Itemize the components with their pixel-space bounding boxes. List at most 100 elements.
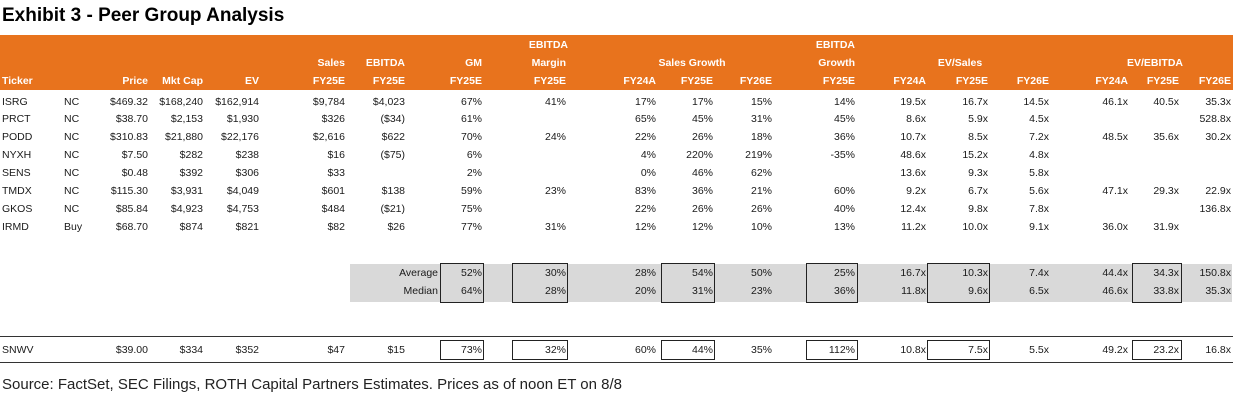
cell-margin: 32%: [544, 344, 566, 356]
header-sg-fy24a: FY24A: [623, 75, 656, 87]
cell-evs24: 9.2x: [906, 185, 926, 197]
cell-summary-label: Median: [403, 285, 438, 297]
cell-eve26: 22.9x: [1205, 185, 1231, 197]
cell-sg24: 22%: [634, 131, 656, 143]
cell-eve26: 30.2x: [1205, 131, 1231, 143]
cell-evs26: 14.5x: [1023, 96, 1049, 108]
cell-ebitda: $26: [387, 221, 405, 233]
cell-evs24: 11.8x: [901, 285, 926, 297]
cell-ticker: TMDX: [2, 185, 32, 197]
cell-evs24: 10.7x: [900, 131, 926, 143]
target-sg25-box: [661, 340, 715, 360]
cell-price: $68.70: [115, 221, 148, 233]
cell-price: $39.00: [115, 344, 148, 356]
cell-ev: $821: [235, 221, 259, 233]
summary-eve25-box: [1132, 263, 1182, 303]
cell-rating: NC: [64, 149, 80, 161]
cell-evs24: 12.4x: [900, 203, 926, 215]
cell-evs24: 19.5x: [900, 96, 926, 108]
cell-eg: 112%: [828, 344, 855, 356]
cell-evs25: 10.3x: [962, 267, 988, 279]
cell-mktcap: $392: [179, 167, 203, 179]
cell-sg25: 45%: [691, 113, 713, 125]
cell-sg25: 31%: [691, 285, 713, 297]
cell-ev: $238: [235, 149, 259, 161]
cell-evs26: 5.6x: [1029, 185, 1049, 197]
header-ebitda-bot: FY25E: [372, 75, 405, 87]
cell-sg24: 65%: [634, 113, 656, 125]
header-gm-top: GM: [465, 57, 482, 69]
cell-eg: 45%: [833, 113, 855, 125]
cell-eve24: 48.5x: [1102, 131, 1128, 143]
cell-evs26: 7.4x: [1029, 267, 1049, 279]
cell-rating: NC: [64, 185, 80, 197]
summary-evs25-box: [927, 263, 990, 303]
cell-mktcap: $168,240: [159, 96, 203, 108]
cell-sg24: 28%: [634, 267, 656, 279]
cell-price: $0.48: [121, 167, 148, 179]
header-evs-fy24a: FY24A: [893, 75, 926, 87]
cell-eve25: 40.5x: [1153, 96, 1179, 108]
cell-sg26: 219%: [745, 149, 772, 161]
cell-sg24: 0%: [640, 167, 656, 179]
target-bottom-line: [0, 362, 1233, 363]
cell-ticker: GKOS: [2, 203, 33, 215]
cell-sg24: 20%: [634, 285, 656, 297]
cell-price: $115.30: [110, 185, 148, 197]
cell-margin: 41%: [544, 96, 566, 108]
cell-sg25: 36%: [691, 185, 713, 197]
header-margin-top: EBITDA: [528, 39, 568, 51]
cell-gm: 2%: [466, 167, 482, 179]
cell-gm: 70%: [460, 131, 482, 143]
cell-evs26: 7.8x: [1029, 203, 1049, 215]
cell-sales: $82: [327, 221, 345, 233]
target-top-line: [0, 336, 1233, 337]
cell-gm: 52%: [460, 267, 482, 279]
cell-sg26: 21%: [750, 185, 772, 197]
cell-ebitda: ($34): [380, 113, 405, 125]
cell-sg25: 220%: [686, 149, 713, 161]
cell-rating: NC: [64, 113, 80, 125]
cell-eg: -35%: [830, 149, 855, 161]
cell-eg: 25%: [833, 267, 855, 279]
cell-sales: $9,784: [312, 96, 345, 108]
cell-evs25: 9.6x: [968, 285, 988, 297]
cell-evs24: 11.2x: [901, 221, 926, 233]
header-eve-fy24a: FY24A: [1095, 75, 1128, 87]
header-ticker: Ticker: [2, 75, 33, 87]
cell-eve24: 49.2x: [1102, 344, 1128, 356]
header-mktcap: Mkt Cap: [162, 75, 203, 87]
cell-sg24: 4%: [640, 149, 656, 161]
cell-eve24: 46.6x: [1102, 285, 1128, 297]
cell-sg25: 12%: [691, 221, 713, 233]
header-margin-bot: FY25E: [533, 75, 566, 87]
cell-sg24: 60%: [634, 344, 656, 356]
cell-evs25: 16.7x: [962, 96, 988, 108]
cell-evs26: 6.5x: [1029, 285, 1049, 297]
cell-sales: $484: [321, 203, 345, 215]
cell-ticker: IRMD: [2, 221, 29, 233]
cell-ev: $4,049: [226, 185, 259, 197]
cell-sales: $601: [321, 185, 345, 197]
cell-evs25: 15.2x: [962, 149, 988, 161]
cell-sg26: 35%: [750, 344, 772, 356]
cell-sg26: 62%: [750, 167, 772, 179]
cell-evs26: 4.8x: [1029, 149, 1049, 161]
cell-eve25: 34.3x: [1153, 267, 1179, 279]
cell-ev: $1,930: [226, 113, 259, 125]
summary-margin-box: [512, 263, 568, 303]
cell-evs25: 7.5x: [968, 344, 988, 356]
cell-sg26: 10%: [750, 221, 772, 233]
cell-sg26: 18%: [750, 131, 772, 143]
summary-sg25-box: [661, 263, 715, 303]
cell-mktcap: $21,880: [165, 131, 203, 143]
header-ev: EV: [244, 75, 259, 87]
cell-eg: 36%: [833, 131, 855, 143]
cell-rating: Buy: [64, 221, 83, 233]
cell-evs24: 10.8x: [900, 344, 926, 356]
cell-margin: 31%: [544, 221, 566, 233]
target-eve25-box: [1132, 340, 1182, 360]
cell-ebitda: ($21): [380, 203, 405, 215]
cell-evs25: 9.3x: [968, 167, 988, 179]
cell-sg26: 23%: [750, 285, 772, 297]
